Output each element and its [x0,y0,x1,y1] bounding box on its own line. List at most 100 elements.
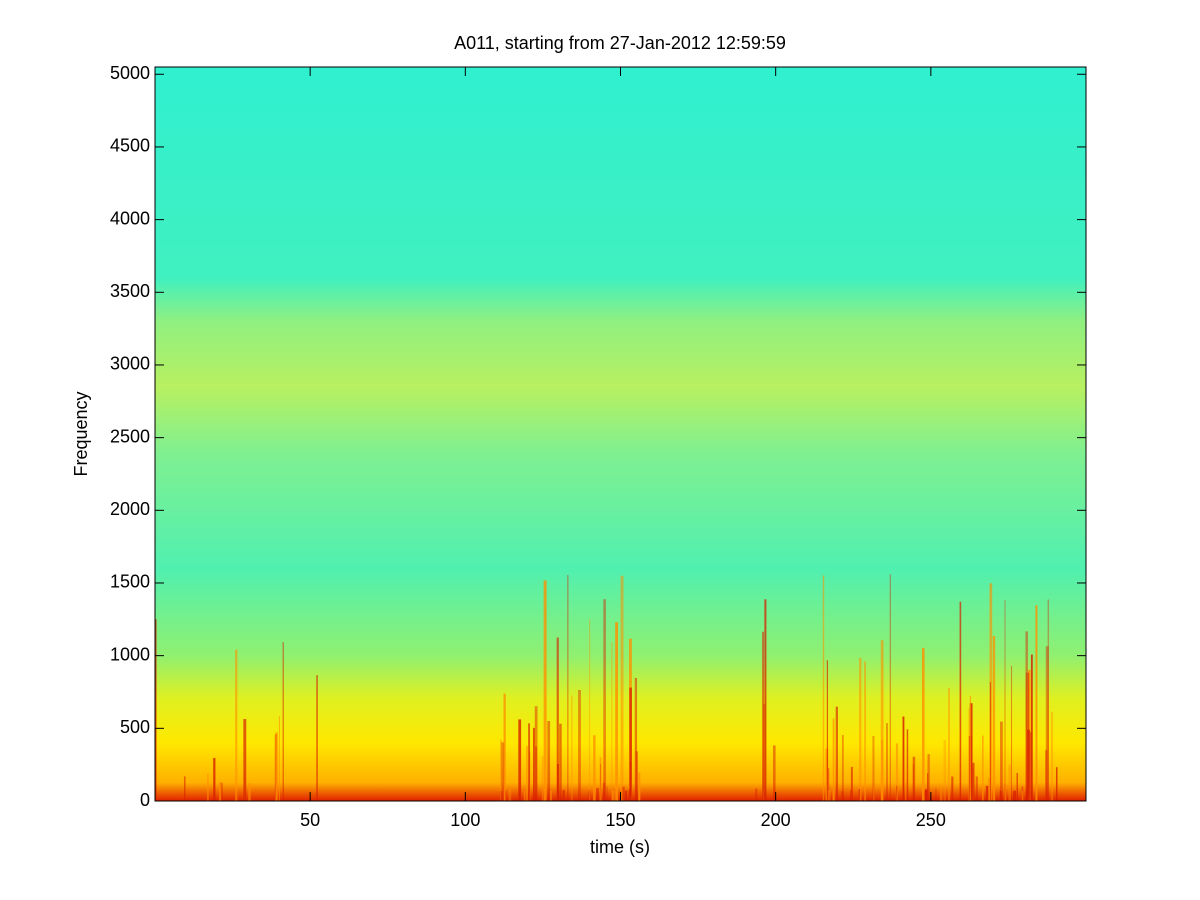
spectrogram-streak [559,723,562,801]
y-tick-label: 3000 [110,354,150,374]
spectrogram-streak [859,658,862,801]
spectrogram-streak [1027,729,1031,801]
spectrogram-streak [1025,672,1028,801]
spectrogram-streak [943,740,946,801]
spectrogram-streak [881,740,884,801]
spectrogram-streak [886,723,888,801]
spectrogram-streak [213,757,216,801]
spectrogram-streak [902,716,905,801]
spectrogram-streak [556,763,559,801]
spectrogram-streak [316,675,318,801]
spectrogram-streak [1016,772,1018,801]
x-tick-label: 100 [450,810,480,830]
y-tick-label: 4000 [110,208,150,228]
spectrogram-streak [278,716,280,801]
spectrogram-streak [1055,767,1058,801]
spectrogram-streak [183,776,186,801]
spectrogram-streak [620,575,624,801]
spectrogram-streak [972,762,975,801]
spectrogram-streak [905,781,907,801]
y-tick-label: 0 [140,790,150,810]
spectrogram-image [155,67,1086,801]
spectrogram-streak [959,601,962,801]
spectrogram-streak [927,773,929,801]
y-tick-label: 2500 [110,426,150,446]
spectrogram-streak [1008,764,1012,801]
spectrogram-streak [864,661,866,801]
x-axis-label: time (s) [590,837,650,857]
y-tick-label: 4500 [110,136,150,156]
spectrogram-streak [508,788,512,801]
spectrogram-streak [523,790,526,801]
spectrogram-streak [841,734,844,801]
spectrogram-streak [588,790,591,801]
x-tick-label: 150 [605,810,635,830]
spectrogram-streak [218,782,222,801]
spectrogram-streak [921,647,925,801]
spectrogram-streak [578,690,581,801]
spectrogram-streak [896,785,898,801]
spectrogram-streak [593,735,596,801]
spectrogram-streak [220,782,223,801]
spectrogram-streak [518,719,522,801]
spectrogram-streak [207,773,209,801]
spectrogram-streak [912,756,916,801]
spectrogram-streak [822,575,825,801]
spectrogram-streak [832,791,836,801]
spectrogram-streak [625,790,628,801]
spectrogram-streak [500,739,502,801]
spectrogram-streak [975,776,978,801]
spectrogram-streaks [155,574,1058,801]
spectrogram-streak [570,695,573,801]
spectrogram-streak [935,788,937,801]
spectrogram-streak [155,619,157,801]
spectrogram-streak [562,789,565,801]
spectrogram-streak [832,718,835,801]
spectrogram-streak [550,790,552,801]
spectrogram-streak [850,766,853,801]
spectrogram-streak [606,786,608,801]
spectrogram-streak [850,790,852,801]
spectrogram-streak [622,786,625,801]
spectrogram-streak [999,790,1002,801]
spectrogram-streak [1045,750,1048,801]
spectrogram-streak [1047,599,1049,801]
spectrogram-streak [533,727,535,801]
y-tick-label: 1500 [110,572,150,592]
spectrogram-streak [755,788,758,801]
spectrogram-streak [924,790,928,801]
spectrogram-streak [1004,783,1007,801]
spectrogram-streak [526,746,528,801]
spectrogram-streak [992,635,996,801]
y-axis-label: Frequency [71,391,91,476]
spectrogram-streak [880,640,884,801]
spectrogram-streak [985,785,989,801]
spectrogram-streak [543,580,547,801]
spectrogram-streak [1029,732,1032,801]
spectrogram-streak [873,786,875,801]
spectrogram-streak [556,637,559,801]
spectrogram-streak [243,719,247,801]
spectrogram-streak [841,790,844,801]
spectrogram-streak [235,649,238,801]
spectrogram-streak [500,790,503,801]
x-tick-label: 200 [761,810,791,830]
spectrogram-streak [858,788,860,801]
spectrogram-streak [589,618,591,801]
spectrogram-streak [248,783,251,801]
spectrogram-streak [603,599,606,801]
spectrogram-streak [763,704,766,801]
spectrogram-streak [599,757,602,801]
spectrogram-streak [906,729,909,801]
spectrogram-streak [505,790,507,801]
spectrogram-streak [989,682,991,801]
spectrogram-streak [567,575,569,801]
y-tick-label: 5000 [110,63,150,83]
spectrogram-streak [762,789,765,801]
spectrogram-streak [762,631,764,801]
spectrogram-streak [968,708,970,801]
spectrogram-streak [889,574,891,801]
spectrogram-streak [615,622,619,801]
spectrogram-streak [541,756,544,801]
